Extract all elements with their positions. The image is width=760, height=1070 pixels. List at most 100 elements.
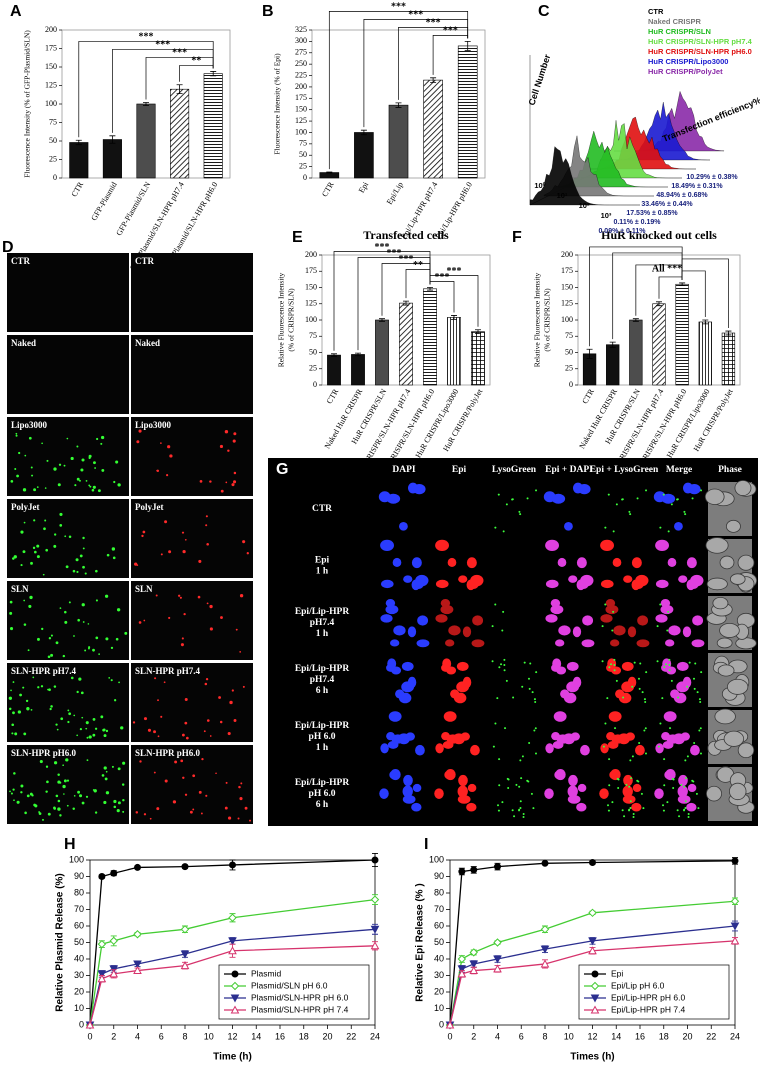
fluorescent-spot: [80, 468, 84, 472]
x-tick-label: 16: [275, 1031, 285, 1041]
fluorescent-spot: [156, 469, 160, 473]
significance-label: ***: [447, 266, 462, 277]
micrograph-label: PolyJet: [135, 502, 164, 512]
fluorescent-spot: [62, 654, 66, 658]
nucleus: [555, 769, 566, 781]
fluorescent-spot: [209, 735, 212, 737]
nucleus: [576, 802, 587, 812]
fluorescent-spot: [27, 649, 30, 652]
fluorescent-spot: [101, 468, 105, 472]
fluorescent-spot: [110, 679, 113, 682]
lysosome-spot: [498, 784, 501, 787]
fluorescent-spot: [12, 681, 15, 683]
fluorescent-spot: [244, 806, 248, 810]
data-point: [109, 969, 119, 978]
nucleus: [415, 744, 425, 756]
lysosome-spot: [608, 666, 611, 669]
y-tick-label: 60: [434, 920, 444, 930]
nucleus: [621, 681, 635, 693]
fluorescent-spot: [32, 546, 36, 550]
lysosome-spot: [667, 610, 670, 613]
lysosome-spot: [491, 625, 494, 628]
phase-cell: [725, 519, 741, 533]
x-tick-label: 14: [251, 1031, 261, 1041]
nucleus: [388, 711, 402, 722]
y-tick-label: 60: [74, 920, 84, 930]
x-tick-label: 2: [111, 1031, 116, 1041]
lysosome-spot: [502, 530, 505, 533]
lysosome-spot: [668, 669, 671, 672]
fluorescent-spot: [37, 686, 40, 689]
y-tick-label: 50: [434, 937, 444, 947]
micrograph-label: Lipo3000: [135, 420, 172, 430]
fluorescent-spot: [98, 653, 100, 655]
nucleus: [545, 539, 560, 552]
fluorescent-spot: [92, 648, 95, 652]
lysosome-spot: [628, 510, 631, 513]
fluorescent-spot: [46, 459, 49, 462]
fluorescent-spot: [70, 676, 74, 680]
fluorescent-spot: [57, 799, 61, 803]
lysosome-spot: [672, 778, 675, 781]
x-tick-label: 2: [471, 1031, 476, 1041]
nucleus: [582, 615, 594, 626]
fluorescent-spot: [233, 432, 237, 436]
fluorescent-spot: [13, 555, 17, 559]
fluorescent-spot: [30, 561, 33, 565]
lysosome-spot: [526, 497, 529, 500]
lysosome-spot: [602, 745, 605, 748]
fluorescent-spot: [168, 550, 172, 554]
error-bar: [725, 330, 732, 336]
lysosome-spot: [659, 526, 662, 529]
bar: [471, 331, 485, 386]
lysosome-spot: [612, 610, 615, 613]
lysosome-spot: [519, 807, 522, 810]
lysosome-spot: [534, 701, 537, 704]
bar: [203, 73, 223, 179]
fluorescent-spot: [33, 488, 37, 492]
lysosome-spot: [686, 685, 689, 688]
lysosome-spot: [520, 777, 523, 780]
lysosome-spot: [688, 661, 691, 664]
fluorescent-spot: [32, 676, 35, 679]
lysosome-spot: [669, 727, 672, 730]
micrograph: [598, 482, 650, 536]
y-axis-label: (% of CRISPR/SLN): [287, 288, 296, 352]
fluorescent-spot: [94, 467, 96, 469]
fluorescent-spot: [177, 594, 181, 597]
lysosome-spot: [668, 663, 671, 666]
micrograph: [131, 499, 253, 578]
lysosome-spot: [610, 663, 613, 666]
data-point: [457, 965, 467, 974]
y-tick-label: 100: [561, 315, 573, 324]
fluorescent-spot: [229, 700, 233, 705]
fluorescent-spot: [28, 436, 32, 440]
x-tick-label: 10⁰: [534, 181, 546, 190]
bar: [351, 354, 365, 386]
lysosome-spot: [699, 727, 702, 730]
fluorescent-spot: [41, 442, 43, 445]
nucleus: [456, 661, 469, 671]
phase-cell: [729, 573, 746, 585]
y-tick-label: 30: [74, 970, 84, 980]
fluorescent-spot: [96, 437, 99, 441]
data-point: [371, 856, 379, 864]
x-tick-label: GFP-Plasmid: [89, 180, 118, 222]
bar: [375, 319, 389, 386]
fluorescent-spot: [20, 564, 23, 567]
nucleus: [621, 661, 634, 671]
fluorescent-spot: [182, 776, 185, 779]
fluorescent-spot: [74, 484, 77, 487]
significance-label: ***: [426, 18, 441, 29]
fluorescent-spot: [124, 631, 128, 635]
fluorescent-spot: [85, 479, 88, 482]
lysosome-spot: [611, 629, 614, 632]
lysosome-spot: [663, 784, 666, 787]
nucleus: [613, 625, 626, 636]
x-tick-label: 0: [447, 1031, 452, 1041]
micrograph: [7, 499, 129, 578]
efficiency-label: 18.49% ± 0.31%: [671, 183, 723, 190]
lysosome-spot: [526, 779, 529, 782]
legend-label: HuR CRISPR/SLN-HPR pH6.0: [648, 47, 752, 56]
lysosome-spot: [615, 503, 618, 506]
